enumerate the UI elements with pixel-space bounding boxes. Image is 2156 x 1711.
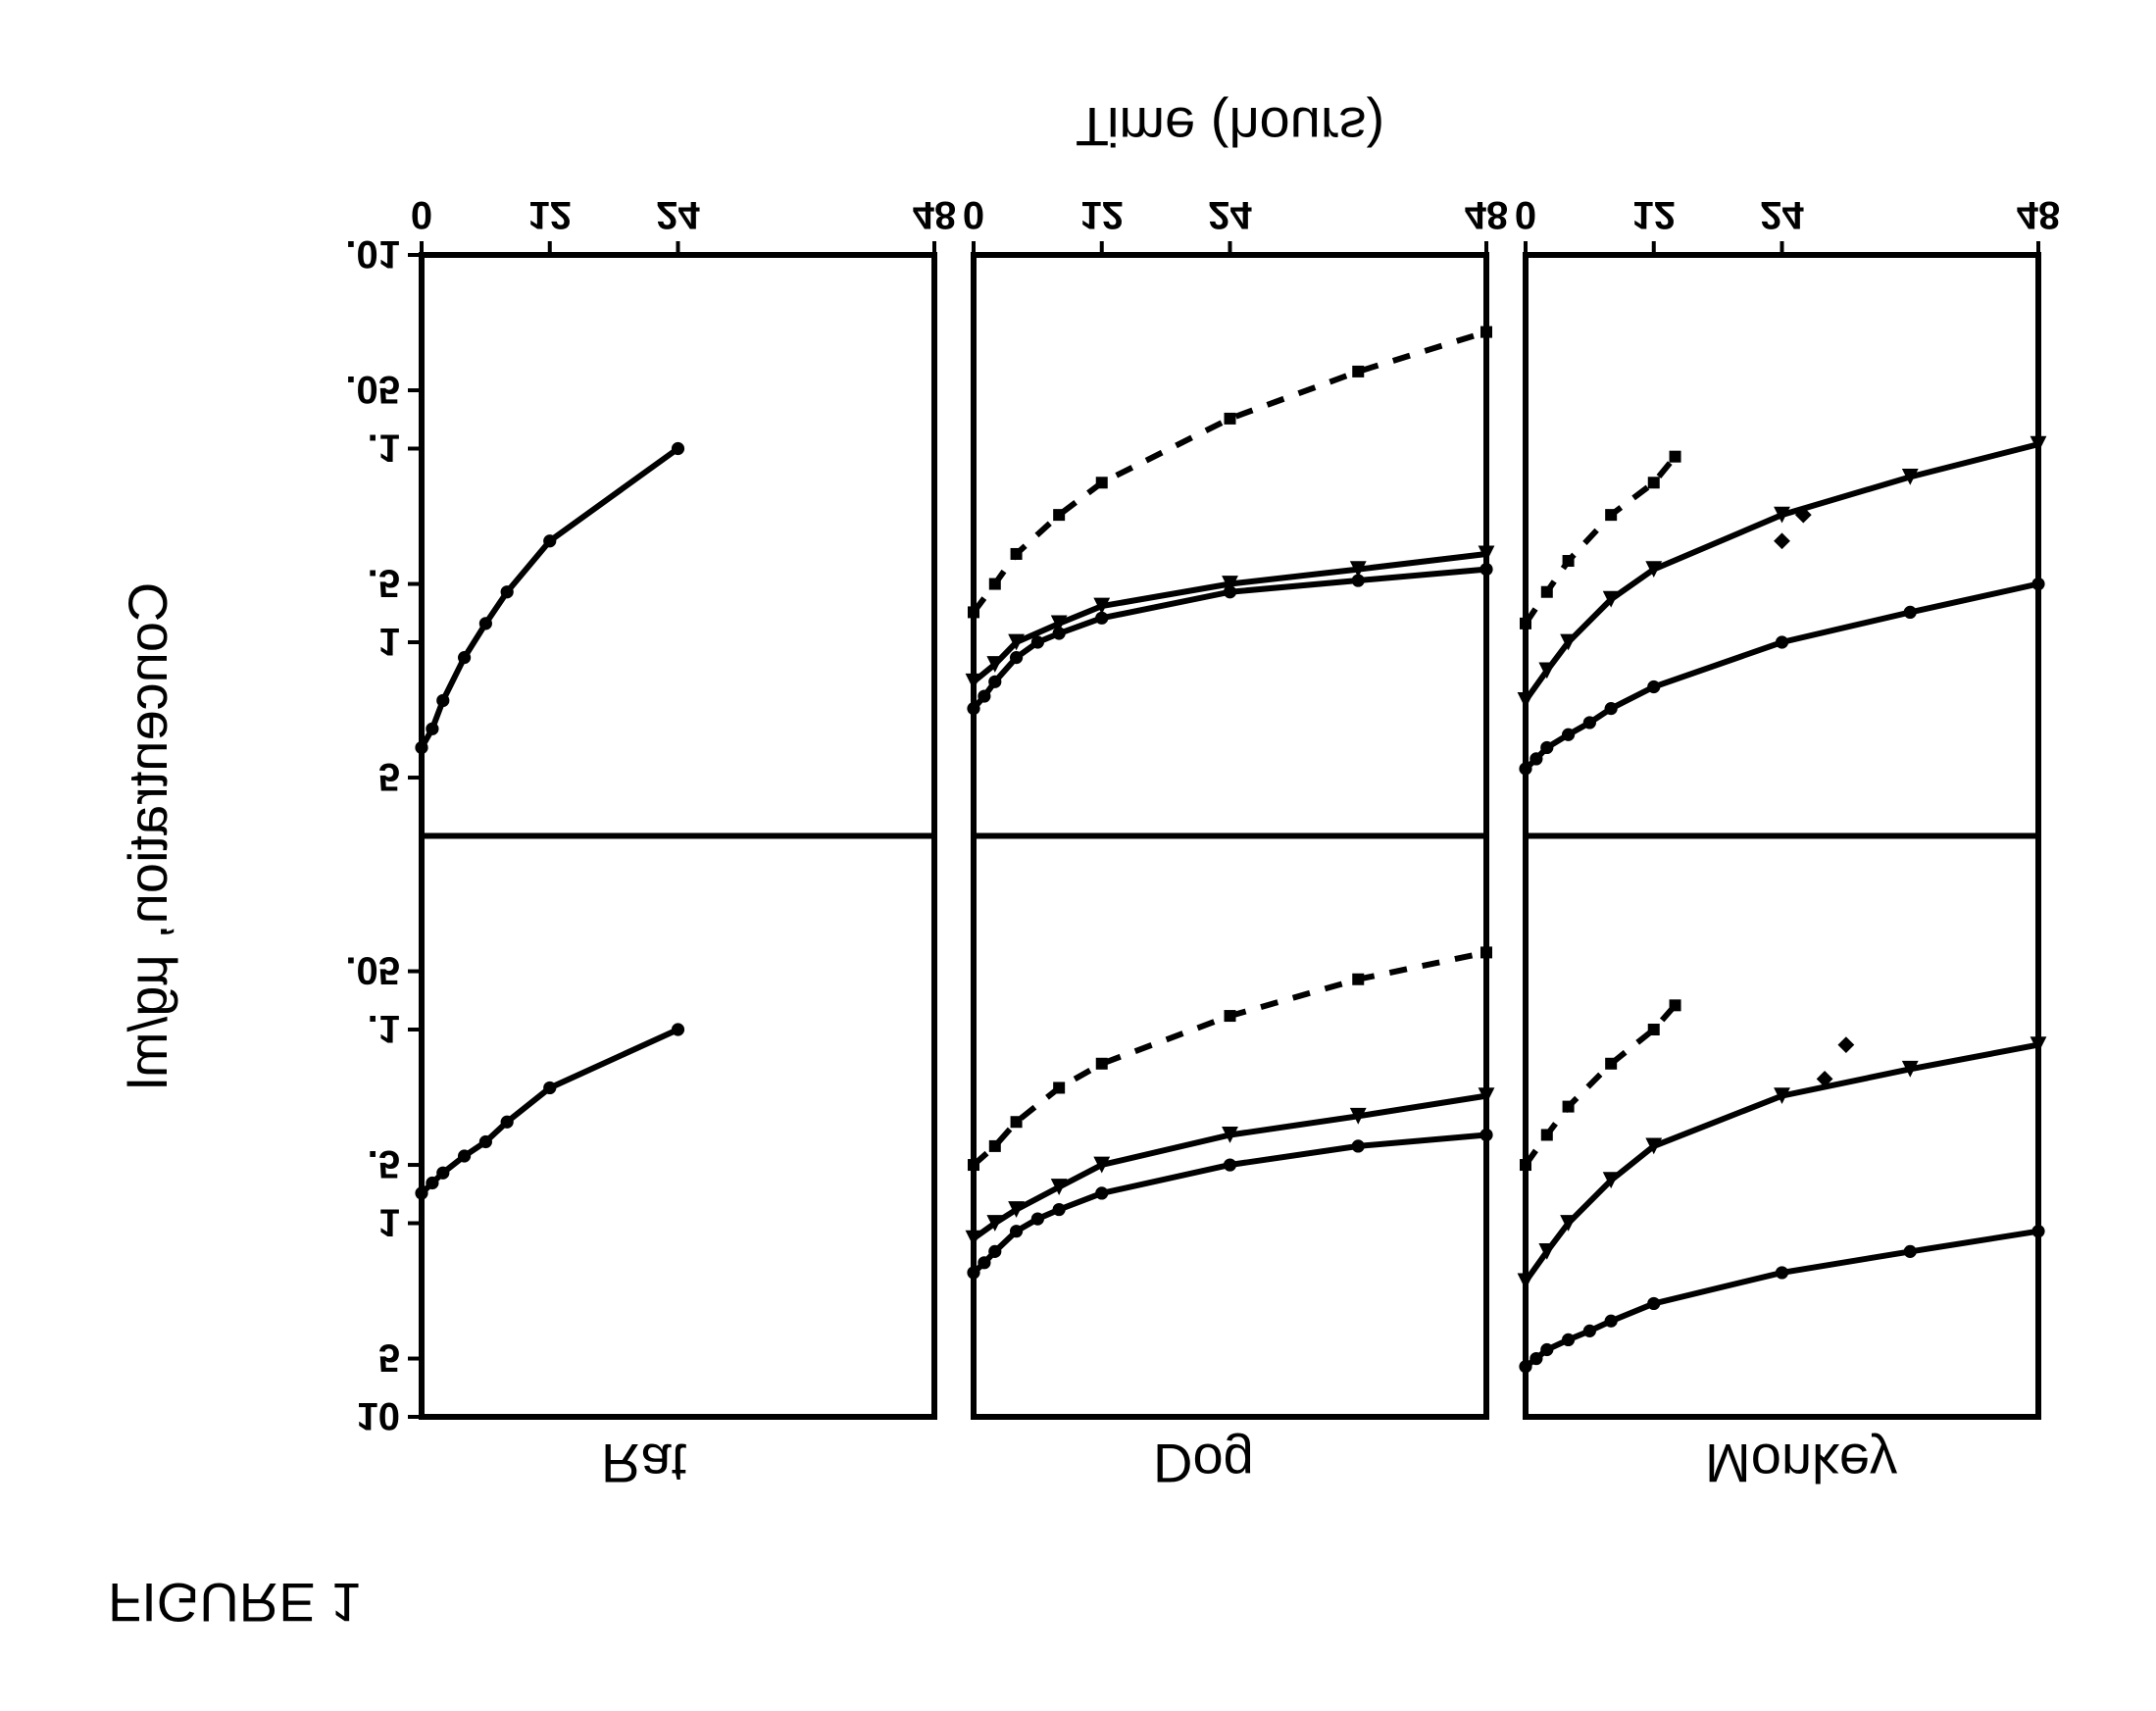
figure-svg: FIGURE 1 Rat Dog Monkey Concentration, µg/ml… <box>0 0 2156 1711</box>
x-tick-label: 12 <box>528 193 573 236</box>
column-header: Monkey <box>1705 1433 1897 1494</box>
x-tick-label: 0 <box>1515 193 1536 236</box>
y-tick-label: .5 <box>368 1142 400 1185</box>
x-tick-label: 48 <box>2017 193 2061 236</box>
x-tick-label: 0 <box>963 193 984 236</box>
y-tick-label: 1 <box>378 620 400 663</box>
x-tick-label: 48 <box>913 193 957 236</box>
y-tick-label: 1 <box>378 1201 400 1244</box>
x-tick-label: 12 <box>1632 193 1677 236</box>
x-tick-label: 24 <box>656 193 700 236</box>
figure-label: FIGURE 1 <box>108 1572 361 1634</box>
y-axis-label: Concentration, µg/ml <box>117 582 178 1090</box>
y-tick-label: .05 <box>345 368 400 411</box>
y-tick-label: .5 <box>368 562 400 605</box>
y-tick-label: .05 <box>345 949 400 992</box>
y-tick-label: .01 <box>345 232 400 276</box>
column-header: Rat <box>601 1433 687 1494</box>
y-tick-label: 5 <box>378 1336 400 1380</box>
column-header: Dog <box>1153 1433 1254 1494</box>
x-tick-label: 24 <box>1760 193 1804 236</box>
x-tick-label: 0 <box>411 193 432 236</box>
x-tick-label: 24 <box>1208 193 1252 236</box>
page: FIGURE 1 Rat Dog Monkey Concentration, µg/ml… <box>0 0 2156 1711</box>
x-tick-label: 48 <box>1465 193 1509 236</box>
y-tick-label: 10 <box>357 1394 401 1437</box>
x-tick-label: 12 <box>1080 193 1125 236</box>
y-tick-label: .1 <box>368 427 400 470</box>
x-axis-label: Time (hours) <box>1076 96 1384 158</box>
y-tick-label: 5 <box>378 755 400 798</box>
y-tick-label: .1 <box>368 1007 400 1050</box>
